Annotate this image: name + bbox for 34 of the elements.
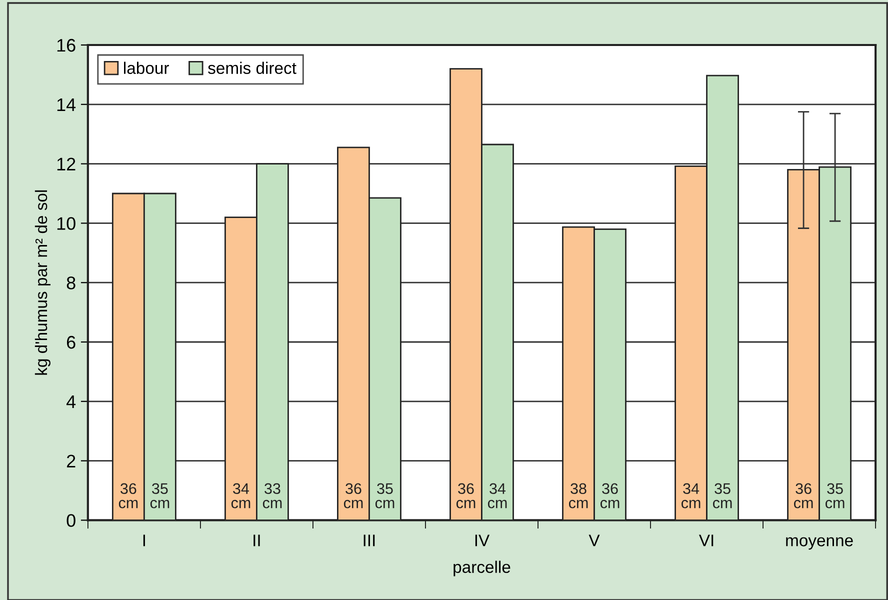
annotation: 34 cm [488,483,507,508]
annotation: 38 cm [568,483,588,508]
legend-label: labour [124,62,169,74]
y-axis-title: kg d'humus par m² de sol [34,190,50,375]
x-axis-title: parcelle [454,560,510,576]
y-tick-label: 4 [66,396,76,408]
annotation: 36 cm [344,483,363,508]
x-tick-label: II [254,534,260,546]
annotation: 35 cm [713,483,732,508]
y-tick-label: 16 [57,38,76,52]
annotation: 34 cm [231,483,250,508]
annotation: 36 cm [794,483,813,508]
annotation: 35 cm [150,483,170,508]
annotation: 36 cm [118,483,138,508]
y-tick-label: 0 [66,514,76,527]
annotation: 36 cm [456,483,476,508]
annotation: 35 cm [375,483,394,508]
x-tick-label: moyenne [786,537,853,550]
annotation: 34 cm [682,483,700,508]
x-tick-label: IV [475,534,490,546]
annotation: 33 cm [262,483,282,508]
legend-label: semis direct [208,62,296,74]
y-tick-label: 10 [57,217,76,230]
x-tick-label: VI [698,534,714,546]
y-tick-label: 6 [66,336,76,349]
annotation: 35 cm [826,483,844,508]
y-tick-label: 8 [66,276,76,290]
x-tick-label: III [364,534,375,546]
y-tick-label: 12 [57,158,76,170]
y-tick-label: 14 [57,98,76,111]
annotation: 36 cm [600,483,620,508]
y-tick-label: 2 [66,454,76,468]
x-tick-label: V [588,534,600,546]
x-tick-label: I [143,534,145,546]
